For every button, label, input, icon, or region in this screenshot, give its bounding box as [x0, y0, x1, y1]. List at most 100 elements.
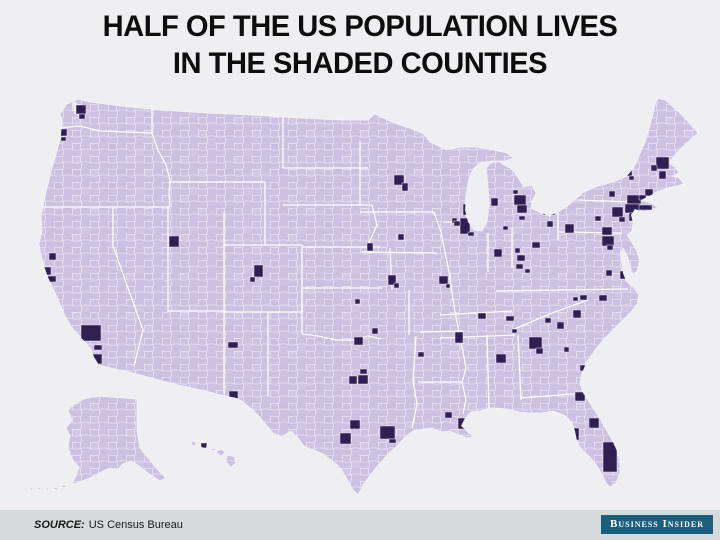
shaded-county-little-rock — [417, 351, 425, 358]
shaded-county-east-bay — [43, 266, 52, 276]
shaded-county-chattanooga — [511, 328, 518, 334]
shaded-county-long-island — [638, 204, 653, 211]
shaded-county-st-louis — [438, 275, 449, 285]
shaded-county-nw-indiana — [467, 231, 475, 237]
shaded-county-pinellas — [565, 438, 572, 447]
shaded-county-winston-salem — [572, 296, 579, 302]
source-value: US Census Bureau — [88, 519, 183, 531]
shaded-county-boston — [655, 156, 670, 170]
shaded-county-st-louis-2 — [445, 283, 451, 289]
shaded-county-memphis — [454, 331, 464, 344]
shaded-county-denver — [253, 264, 264, 278]
shaded-county-chicago-west — [453, 220, 461, 227]
shaded-county-austin — [349, 419, 361, 430]
shaded-county-rochester — [599, 172, 608, 179]
shaded-county-st-paul — [401, 182, 409, 192]
shaded-county-se-florida — [602, 441, 618, 473]
shaded-county-minneapolis — [393, 174, 405, 186]
shaded-county-philadelphia — [611, 206, 624, 218]
shaded-county-hartford — [644, 188, 654, 197]
shaded-county-northern-virginia — [606, 244, 614, 251]
shaded-county-fort-wayne — [502, 225, 509, 231]
shaded-county-orange-county — [93, 344, 103, 351]
shaded-county-portland — [56, 128, 68, 137]
shaded-county-oklahoma-city — [353, 336, 364, 346]
shaded-county-grand-rapids — [490, 197, 499, 207]
shaded-county-columbia-sc — [556, 321, 565, 330]
shaded-county-albuquerque — [227, 341, 239, 349]
shaded-county-central-new-jersey — [628, 212, 640, 222]
title-line-1: HALF OF THE US POPULATION LIVES — [102, 10, 618, 43]
shaded-county-tacoma — [78, 113, 86, 120]
business-insider-logo: Business Insider — [601, 515, 713, 534]
shaded-county-augusta — [563, 346, 570, 353]
state-borders — [42, 107, 633, 429]
shaded-county-columbus — [531, 241, 541, 249]
shaded-county-salem — [60, 136, 67, 142]
shaded-county-nyc-metro — [624, 203, 641, 214]
shaded-county-louisville — [515, 263, 524, 270]
shaded-county-galveston — [388, 438, 397, 444]
shaded-county-cincinnati — [516, 254, 526, 262]
shaded-county-nashville — [477, 312, 487, 320]
brand-text: Business Insider — [610, 518, 704, 530]
shaded-county-dallas — [357, 374, 369, 385]
shaded-county-detroit-south — [516, 204, 528, 214]
footer-bar: SOURCE: US Census Bureau Business Insider — [0, 510, 720, 540]
title-line-2: IN THE SHADED COUNTIES — [172, 47, 548, 80]
shaded-county-washington-dc — [601, 235, 615, 247]
shaded-county-worcester — [650, 164, 658, 172]
shaded-county-jacksonville — [574, 391, 586, 402]
shaded-county-orlando — [588, 417, 600, 429]
shaded-county-kansas-city-2 — [393, 282, 400, 289]
shaded-county-kansas-city — [387, 274, 397, 286]
shaded-county-san-jose — [46, 275, 57, 283]
shaded-county-akron — [546, 220, 554, 228]
shaded-county-baton-rouge — [444, 411, 453, 419]
shaded-county-atlanta-south — [535, 347, 544, 355]
shaded-county-detroit — [513, 194, 527, 206]
shaded-county-tampa — [568, 427, 580, 441]
shaded-county-knoxville — [505, 315, 515, 322]
shaded-county-des-moines — [397, 233, 405, 241]
shaded-county-el-paso — [228, 390, 239, 401]
shaded-county-flint — [512, 189, 519, 195]
shaded-county-wichita — [354, 298, 361, 305]
shaded-county-pittsburgh — [564, 223, 575, 234]
shaded-county-providence — [658, 170, 667, 180]
shaded-county-buffalo — [571, 174, 581, 183]
shaded-county-raleigh — [598, 294, 608, 302]
shaded-county-virginia-beach — [619, 270, 633, 280]
shaded-county-birmingham — [495, 353, 507, 364]
shaded-county-new-haven — [638, 194, 647, 201]
shaded-county-sarasota — [570, 446, 579, 456]
shaded-county-harrisburg — [594, 215, 602, 222]
shaded-county-salt-lake-city — [168, 235, 180, 248]
shaded-county-indianapolis — [493, 248, 503, 258]
shaded-county-chicago — [459, 217, 471, 235]
shaded-county-fort-worth — [348, 375, 358, 385]
shaded-county-san-francisco — [37, 262, 44, 273]
shaded-county-toledo — [518, 215, 526, 221]
shaded-county-omaha — [366, 242, 374, 252]
shaded-county-richmond — [605, 269, 613, 277]
shaded-county-lexington — [524, 268, 531, 274]
shaded-county-sacramento — [48, 252, 57, 261]
shaded-county-south-jersey — [618, 216, 626, 223]
shaded-county-houston — [379, 425, 396, 440]
shaded-county-greensboro — [579, 294, 588, 301]
page-title: HALF OF THE US POPULATION LIVES IN THE S… — [0, 8, 720, 82]
shaded-county-san-antonio — [339, 432, 352, 445]
shaded-county-scranton — [608, 190, 616, 198]
shaded-county-colorado-springs — [249, 276, 256, 283]
shaded-county-new-orleans — [457, 417, 467, 430]
source-label: SOURCE: — [34, 519, 85, 531]
shaded-county-charlotte — [572, 309, 582, 319]
shaded-county-atlanta — [528, 336, 543, 350]
shaded-county-san-diego — [88, 353, 103, 365]
shaded-county-seattle — [75, 104, 87, 115]
shaded-county-greenville-sc — [544, 317, 552, 324]
source-credit: SOURCE: US Census Bureau — [34, 510, 183, 540]
